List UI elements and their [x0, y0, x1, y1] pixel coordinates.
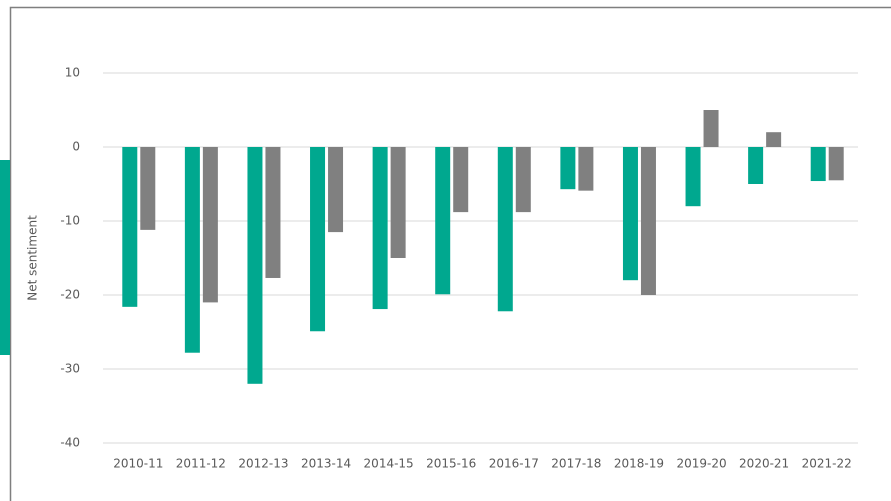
- bar: [703, 110, 719, 147]
- x-tick-label: 2017-18: [551, 457, 601, 471]
- x-tick-label: 2018-19: [614, 457, 664, 471]
- x-tick-label: 2015-16: [426, 457, 476, 471]
- bar: [560, 147, 576, 190]
- bar: [497, 147, 513, 312]
- bar: [184, 147, 200, 353]
- x-tick-label: 2010-11: [113, 457, 163, 471]
- y-tick-label: 0: [72, 140, 80, 154]
- bar: [140, 147, 156, 230]
- y-tick-label: -30: [60, 362, 80, 376]
- bar: [685, 147, 701, 207]
- bar: [122, 147, 138, 307]
- x-tick-label: 2013-14: [301, 457, 351, 471]
- bar: [328, 147, 344, 233]
- bar: [748, 147, 764, 184]
- bar: [390, 147, 406, 258]
- bar: [247, 147, 263, 384]
- x-tick-label: 2011-12: [176, 457, 226, 471]
- y-tick-label: -10: [60, 214, 80, 228]
- x-tick-label: 2012-13: [238, 457, 288, 471]
- accent-bar: [0, 160, 10, 355]
- bar: [310, 147, 326, 332]
- bar: [515, 147, 531, 213]
- bar: [435, 147, 451, 295]
- frame: [9, 6, 891, 501]
- bar: [202, 147, 218, 303]
- bar: [622, 147, 638, 281]
- x-tick-label: 2020-21: [739, 457, 789, 471]
- bar: [265, 147, 281, 278]
- bar: [578, 147, 594, 191]
- bar: [640, 147, 656, 295]
- bar: [810, 147, 826, 182]
- y-tick-label: -20: [60, 288, 80, 302]
- x-tick-label: 2021-22: [802, 457, 852, 471]
- bar: [453, 147, 469, 213]
- x-tick-label: 2016-17: [489, 457, 539, 471]
- y-axis-label: Net sentiment: [26, 215, 40, 301]
- y-tick-label: -40: [60, 436, 80, 450]
- bar: [766, 132, 782, 147]
- x-tick-label: 2019-20: [676, 457, 726, 471]
- bar: [372, 147, 388, 310]
- y-tick-label: 10: [65, 66, 80, 80]
- x-tick-label: 2014-15: [364, 457, 414, 471]
- bar: [828, 147, 844, 181]
